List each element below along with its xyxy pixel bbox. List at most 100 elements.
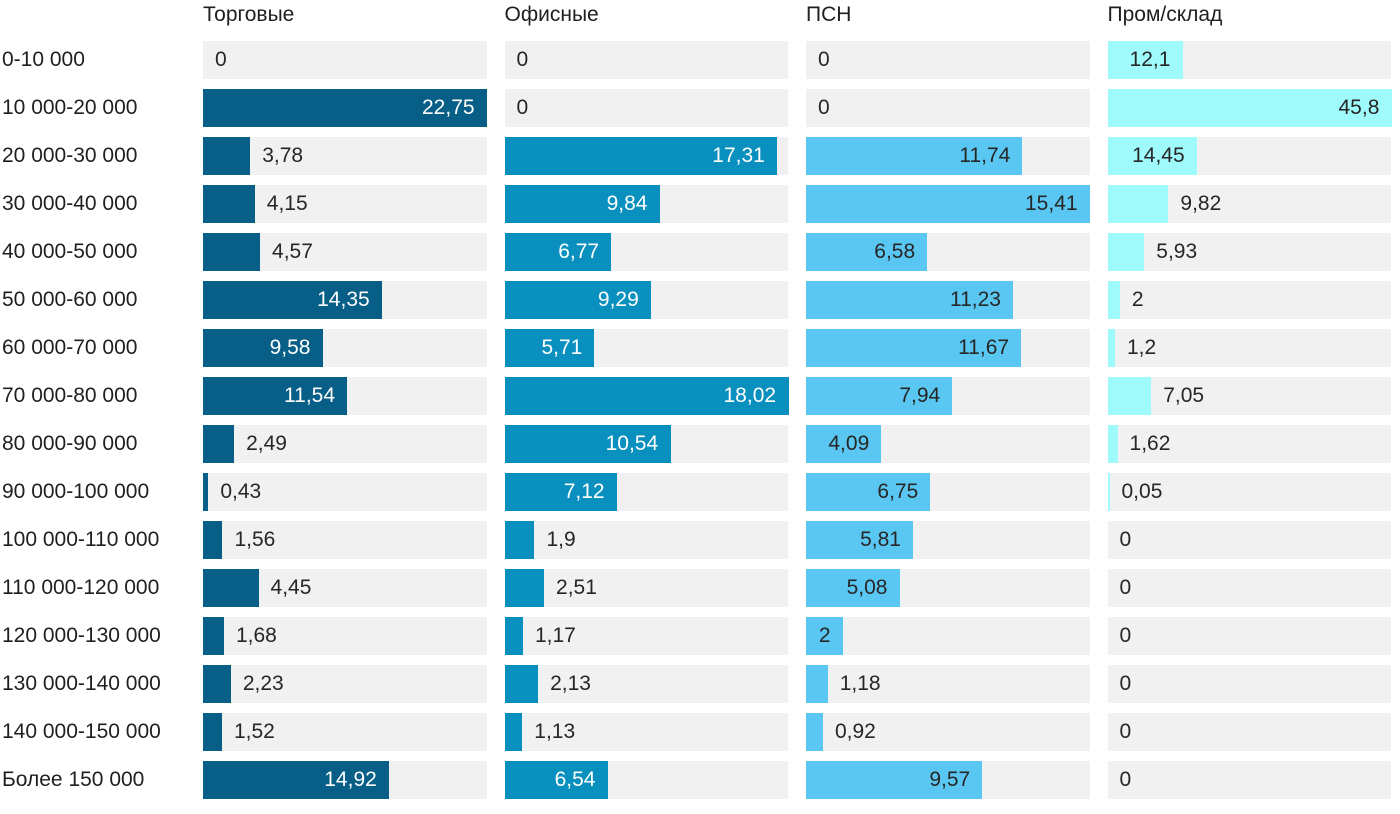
bar-value-label: 22,75: [422, 96, 475, 119]
bar: [504, 329, 595, 367]
bar: [806, 617, 843, 655]
bar: [203, 233, 261, 271]
bar-value-label: 5,81: [860, 528, 901, 551]
bar: [806, 665, 828, 703]
bar-value-label: 6,77: [558, 240, 600, 263]
bar-track: 2,23: [203, 665, 487, 703]
bar-track: 22,75: [203, 89, 487, 127]
bar-value-label: 7,05: [1163, 384, 1205, 407]
bar-track: 1,18: [806, 665, 1090, 703]
bar: [1107, 185, 1169, 223]
bar-value-label: 5,08: [846, 576, 888, 599]
bar-track: 2: [1107, 281, 1391, 319]
row-label: 140 000-150 000: [2, 720, 161, 743]
bar-value-label: 9,57: [929, 768, 971, 791]
row-label: 70 000-80 000: [2, 384, 138, 407]
bar-track: 11,54: [203, 377, 487, 415]
bar-value-label: 1,2: [1126, 336, 1157, 359]
bar-track: 0,05: [1107, 473, 1391, 511]
bar: [806, 761, 983, 799]
row-label: 50 000-60 000: [2, 288, 138, 311]
bar-track: 1,9: [504, 521, 788, 559]
bar-track: 9,57: [806, 761, 1090, 799]
bar-track: 1,17: [504, 617, 788, 655]
bar-track: 1,62: [1107, 425, 1391, 463]
bar: [504, 521, 535, 559]
bar-track: 1,52: [203, 713, 487, 751]
bar: [203, 473, 209, 511]
bar-value-label: 10,54: [605, 432, 659, 455]
bar: [806, 425, 882, 463]
bar-track: 45,8: [1107, 89, 1392, 127]
bar-track: 14,92: [203, 761, 487, 799]
bar-track: 0: [806, 89, 1090, 127]
bar: [1107, 473, 1110, 511]
bar: [203, 329, 323, 367]
bar-track: 14,35: [203, 281, 487, 319]
bar-value-label: 18,02: [723, 384, 777, 407]
bar-value-label: 14,45: [1132, 144, 1185, 167]
row-label: Более 150 000: [2, 768, 145, 791]
bar-value-label: 6,54: [554, 768, 596, 791]
bar-value-label: 0: [215, 48, 227, 71]
row-label: 20 000-30 000: [2, 144, 138, 167]
bar: [806, 377, 953, 415]
bar-track: 4,57: [203, 233, 487, 271]
bar: [203, 89, 487, 127]
bar-value-label: 9,84: [606, 192, 648, 215]
chart-header-row: Торговые Офисные ПСН Пром/склад: [0, 2, 1391, 28]
bar-value-label: 0: [1119, 576, 1132, 599]
bar: [504, 377, 789, 415]
bar-track: 11,23: [806, 281, 1090, 319]
bar: [203, 713, 222, 751]
bar-value-label: 15,41: [1025, 192, 1078, 215]
bar-track: 0: [1107, 761, 1391, 799]
bar-track: 0: [504, 89, 788, 127]
bar-track: 0: [806, 41, 1090, 79]
bar-value-label: 0: [1119, 720, 1132, 743]
bar: [203, 761, 390, 799]
bar-track: 0: [1107, 665, 1391, 703]
bar-track: 6,58: [806, 233, 1090, 271]
bar-value-label: 4,15: [266, 192, 308, 215]
bar: [203, 521, 223, 559]
bar-value-label: 6,75: [877, 480, 919, 503]
bar: [504, 473, 617, 511]
bar-track: 18,02: [504, 377, 789, 415]
bar-value-label: 0,43: [220, 480, 262, 503]
bar-value-label: 9,82: [1180, 192, 1222, 215]
header-spacer: [0, 2, 185, 28]
bar-track: 0: [1107, 569, 1391, 607]
bar-value-label: 7,94: [899, 384, 941, 407]
bar-track: 0: [1107, 713, 1391, 751]
bar-track: 11,67: [806, 329, 1090, 367]
bar-track: 12,1: [1107, 41, 1391, 79]
bar: [806, 713, 823, 751]
bar-track: 6,54: [504, 761, 788, 799]
bar: [203, 281, 383, 319]
bar-value-label: 11,74: [959, 144, 1011, 167]
bar-track: 0: [1107, 617, 1391, 655]
bar-value-label: 1,52: [233, 720, 275, 743]
bar-track: 15,41: [806, 185, 1090, 223]
row-label: 60 000-70 000: [2, 336, 138, 359]
bar-track: 0: [504, 41, 788, 79]
bar-value-label: 7,12: [563, 480, 605, 503]
chart-rows: 0-10 000 0 0 0 12,1 10 000-20 000 22,75 0 0 45,8 2…: [0, 41, 1392, 799]
bar-value-label: 45,8: [1338, 96, 1380, 119]
bar: [504, 281, 651, 319]
bar-value-label: 0,05: [1121, 480, 1163, 503]
bar-track: 5,08: [806, 569, 1090, 607]
bar-value-label: 1,18: [839, 672, 881, 695]
column-header: ПСН: [806, 3, 852, 26]
bar: [806, 329, 1022, 367]
row-label: 80 000-90 000: [2, 432, 138, 455]
bar-value-label: 2,23: [242, 672, 284, 695]
bar-track: 1,2: [1107, 329, 1391, 367]
bar-value-label: 5,71: [541, 336, 583, 359]
bar: [806, 473, 931, 511]
bar: [203, 377, 348, 415]
bar-track: 7,05: [1107, 377, 1391, 415]
bar-track: 2: [806, 617, 1090, 655]
bar: [1107, 329, 1115, 367]
